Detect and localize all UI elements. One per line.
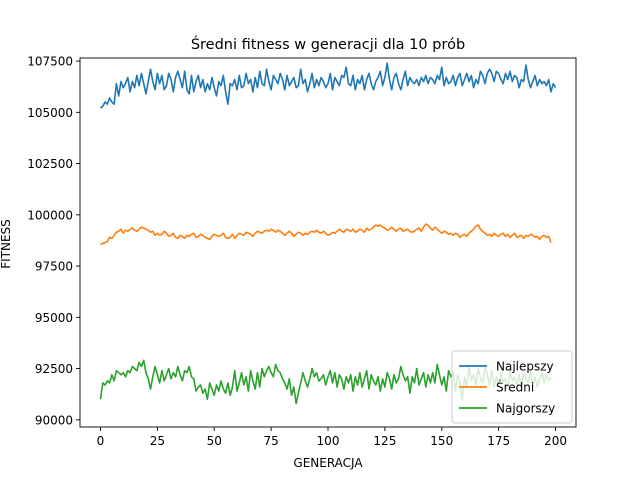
x-tick-label: 100: [317, 434, 340, 448]
y-tick-label: 97500: [35, 260, 73, 274]
x-tick-label: 75: [263, 434, 278, 448]
y-axis-title: FITNESS: [0, 219, 13, 269]
x-tick-label: 150: [430, 434, 453, 448]
legend-label-0: Najlepszy: [496, 360, 554, 374]
y-tick-label: 100000: [27, 208, 73, 222]
legend-label-2: Najgorszy: [496, 402, 555, 416]
y-tick-label: 95000: [35, 311, 73, 325]
x-tick-label: 200: [544, 434, 567, 448]
x-tick-label: 25: [150, 434, 165, 448]
y-tick-label: 90000: [35, 413, 73, 427]
series-line-0: [99, 62, 557, 109]
legend: Najlepszy Średni Najgorszy: [451, 350, 573, 424]
y-tick-label: 107500: [27, 55, 73, 69]
axes: 0 25 50 75 100 125 150 175 200 90000 92500 95000 975…: [27, 55, 577, 448]
y-tick-label: 102500: [27, 157, 73, 171]
x-axis-title: GENERACJA: [293, 456, 363, 470]
legend-box: [451, 350, 573, 424]
y-tick-label: 92500: [35, 362, 73, 376]
legend-label-1: Średni: [496, 380, 534, 395]
x-tick-label: 125: [373, 434, 396, 448]
chart-title: Średni fitness w generacji dla 10 prób: [191, 35, 465, 53]
series-line-1: [100, 223, 552, 246]
x-tick-label: 0: [97, 434, 105, 448]
x-tick-label: 50: [207, 434, 222, 448]
x-tick-label: 175: [487, 434, 510, 448]
y-tick-label: 105000: [27, 106, 73, 120]
